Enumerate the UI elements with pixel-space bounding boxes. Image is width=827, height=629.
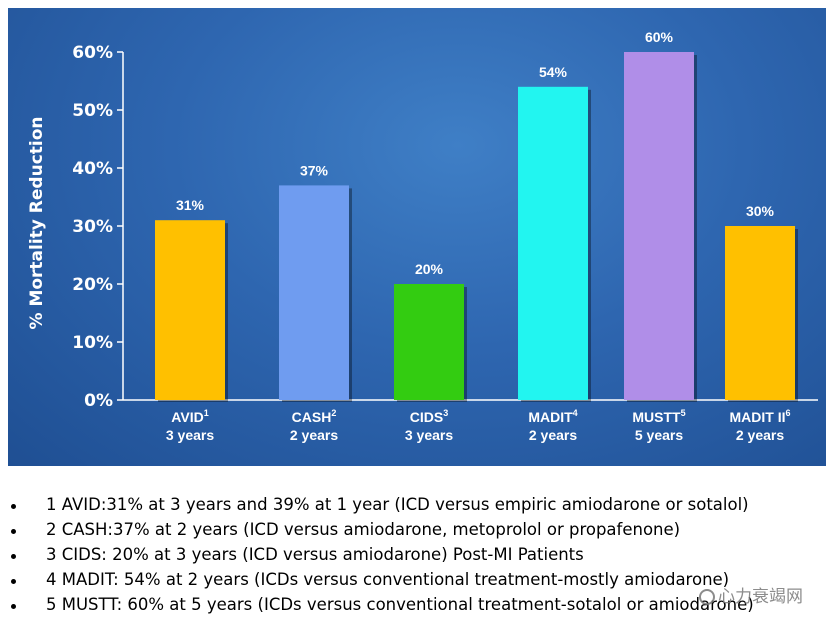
footnote-list: 1 AVID:31% at 3 years and 39% at 1 year … [8, 492, 754, 617]
bar-value-label: 60% [645, 29, 674, 45]
bar [155, 220, 225, 400]
bar [279, 185, 349, 400]
x-category-sublabel: 2 years [529, 427, 577, 443]
y-tick-label: 30% [72, 217, 113, 237]
y-tick-label: 40% [72, 159, 113, 179]
y-tick-label: 50% [72, 101, 113, 121]
x-category-sublabel: 5 years [635, 427, 683, 443]
bar [624, 52, 694, 400]
y-tick-label: 20% [72, 275, 113, 295]
y-axis-label: % Mortality Reduction [27, 116, 47, 329]
x-category-footnote-ref: 1 [204, 408, 209, 418]
y-tick-label: 0% [84, 391, 113, 411]
x-category-label: MUSTT5 [632, 408, 685, 425]
x-category-footnote-ref: 4 [573, 408, 578, 418]
x-category-sublabel: 2 years [290, 427, 338, 443]
watermark-logo-icon [699, 589, 715, 605]
bar [394, 284, 464, 400]
bar [725, 226, 795, 400]
bar-value-label: 54% [539, 64, 568, 80]
bar-chart: 0% 10% 20% 30% 40% 50% 60% 31% AVID1 3 years 37% CA… [27, 29, 818, 443]
x-category-sublabel: 3 years [405, 427, 453, 443]
watermark: 心力衰竭网 [699, 582, 803, 607]
bar [518, 86, 588, 401]
x-category-label: MADIT4 [528, 408, 577, 425]
x-category-footnote-ref: 2 [331, 408, 336, 418]
footnote-item: 4 MADIT: 54% at 2 years (ICDs versus con… [8, 567, 754, 592]
x-category-label: AVID1 [171, 408, 208, 425]
bar-value-label: 37% [300, 162, 329, 178]
footnote-item: 3 CIDS: 20% at 3 years (ICD versus amiod… [8, 542, 754, 567]
chart-panel: 0% 10% 20% 30% 40% 50% 60% 31% AVID1 3 years 37% CA… [8, 8, 826, 466]
bar-value-label: 30% [746, 203, 775, 219]
bar-value-label: 20% [415, 261, 444, 277]
footnote-item: 1 AVID:31% at 3 years and 39% at 1 year … [8, 492, 754, 517]
x-category-label: MADIT II6 [729, 408, 790, 425]
footnote-item: 2 CASH:37% at 2 years (ICD versus amioda… [8, 517, 754, 542]
watermark-text: 心力衰竭网 [718, 587, 803, 607]
footnote-item: 5 MUSTT: 60% at 5 years (ICDs versus con… [8, 592, 754, 617]
x-category-footnote-ref: 6 [785, 408, 790, 418]
x-category-footnote-ref: 3 [443, 408, 448, 418]
bar-value-label: 31% [176, 197, 205, 213]
x-category-label: CASH2 [292, 408, 337, 425]
x-category-footnote-ref: 5 [681, 408, 686, 418]
x-category-sublabel: 3 years [166, 427, 214, 443]
y-tick-label: 10% [72, 333, 113, 353]
y-tick-label: 60% [72, 43, 113, 63]
x-category-sublabel: 2 years [736, 427, 784, 443]
x-category-label: CIDS3 [410, 408, 448, 425]
